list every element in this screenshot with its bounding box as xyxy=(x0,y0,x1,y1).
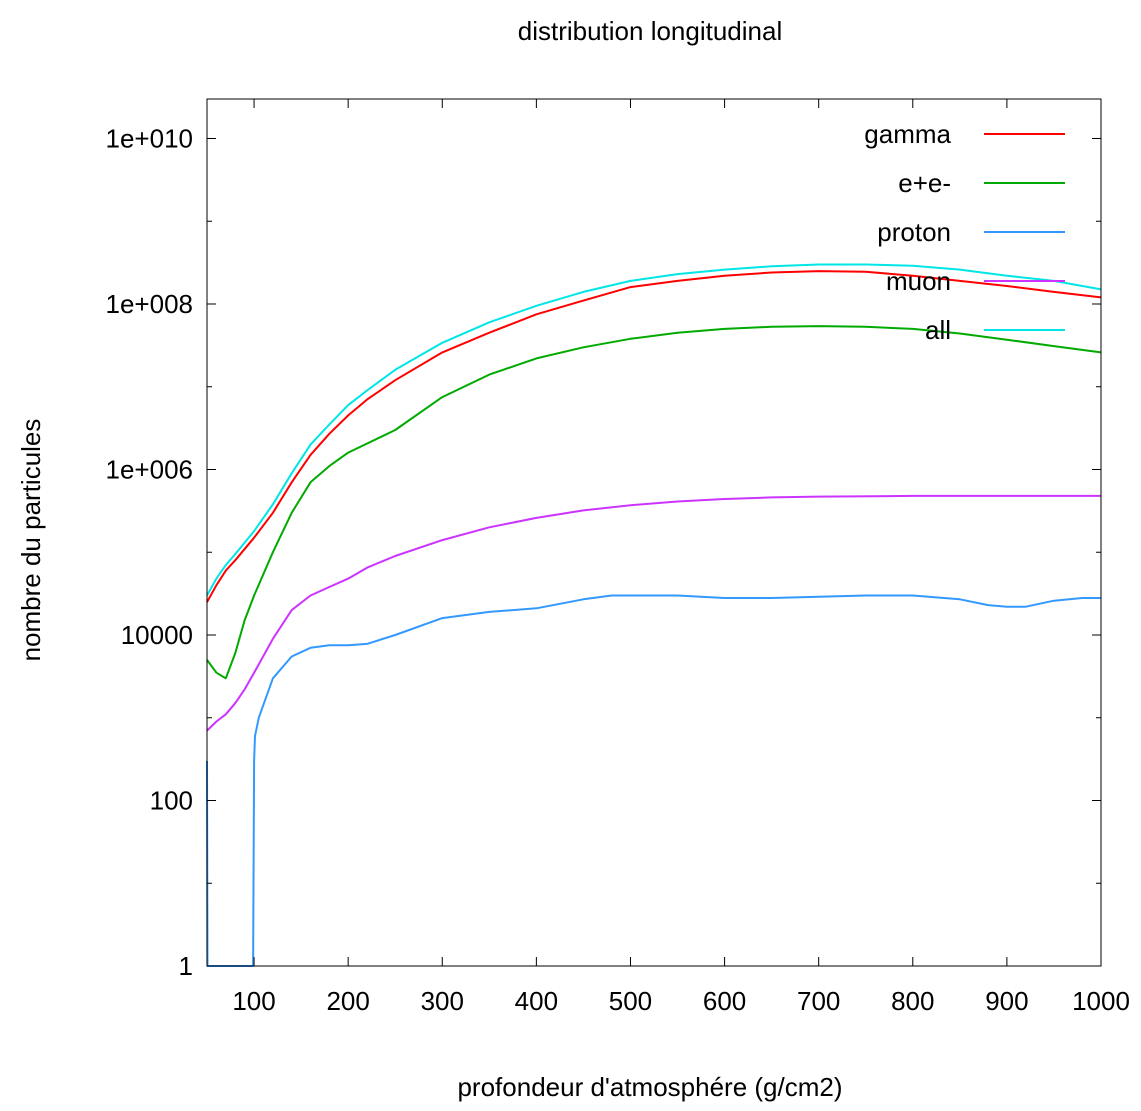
x-tick-label: 900 xyxy=(985,986,1028,1016)
legend-label-proton: proton xyxy=(877,217,951,247)
chart-title: distribution longitudinal xyxy=(518,16,783,46)
plot-frame xyxy=(206,98,1102,967)
y-tick-label: 1 xyxy=(179,951,193,981)
y-tick-label: 10000 xyxy=(121,620,193,650)
series-line-all xyxy=(206,263,1102,596)
legend: gamma e+e-proton muon all xyxy=(864,119,1065,345)
legend-label-e-e: e+e- xyxy=(898,168,951,198)
x-tick-label: 100 xyxy=(232,986,275,1016)
series-line-proton xyxy=(206,594,1101,967)
y-tick-label: 1e+006 xyxy=(106,454,193,484)
x-tick-label: 200 xyxy=(326,986,369,1016)
ticks-layer: 100 200 300 400 500 600 700 800 900 1000110010000… xyxy=(106,99,1130,1016)
y-tick-label: 1e+010 xyxy=(106,123,193,153)
y-axis-label: nombre du particules xyxy=(16,419,46,662)
series-layer xyxy=(206,263,1102,967)
x-tick-label: 800 xyxy=(891,986,934,1016)
x-axis-label: profondeur d'atmosphére (g/cm2) xyxy=(457,1072,842,1102)
y-tick-label: 100 xyxy=(150,785,193,815)
y-tick-label: 1e+008 xyxy=(106,289,193,319)
series-line-muon xyxy=(206,494,1101,732)
x-tick-label: 1000 xyxy=(1072,986,1130,1016)
legend-label-all: all xyxy=(925,315,951,345)
series-line-e-e xyxy=(206,325,1102,680)
series-line-gamma xyxy=(206,270,1102,603)
x-tick-label: 500 xyxy=(609,986,652,1016)
x-tick-label: 300 xyxy=(421,986,464,1016)
x-tick-label: 600 xyxy=(703,986,746,1016)
legend-label-gamma: gamma xyxy=(864,119,951,149)
x-tick-label: 400 xyxy=(515,986,558,1016)
x-tick-label: 700 xyxy=(797,986,840,1016)
legend-label-muon: muon xyxy=(886,266,951,296)
